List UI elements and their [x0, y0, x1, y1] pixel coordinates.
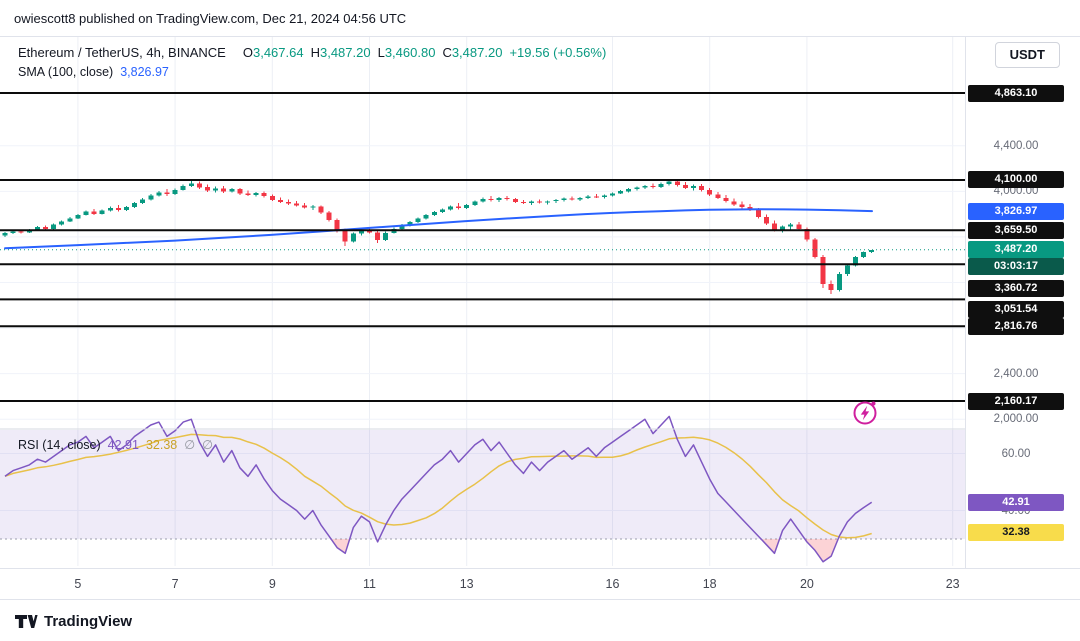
close-value: 3,487.20 [451, 45, 503, 60]
time-axis[interactable]: 5 7 9 11 13 16 18 20 23 [0, 568, 1080, 600]
time-label: 23 [945, 577, 960, 591]
open-value: 3,467.64 [252, 45, 304, 60]
rsi-upper-band-empty: ∅ [184, 438, 196, 452]
rsi-band [0, 430, 965, 539]
high-value: 3,487.20 [319, 45, 371, 60]
tradingview-logo-mark [15, 615, 38, 628]
time-label: 13 [459, 577, 474, 591]
time-label: 5 [74, 577, 82, 591]
price-tick: 4,400.00 [993, 139, 1039, 152]
level-badge: 2,816.76 [968, 317, 1064, 335]
grid [0, 37, 965, 566]
sma-indicator-row: SMA (100, close) 3,826.97 [18, 64, 606, 81]
level-badge: 3,360.72 [968, 279, 1064, 297]
rsi-line [4, 415, 873, 563]
level-badge: 4,100.00 [968, 171, 1064, 189]
current-price-badge: 3,487.20 [968, 241, 1064, 259]
rsi-oversold-fill [331, 539, 839, 562]
symbol-title[interactable]: Ethereum / TetherUS, 4h, BINANCE [18, 45, 226, 60]
rsi-label[interactable]: RSI (14, close) [18, 438, 101, 452]
rsi-value-badge: 42.91 [968, 493, 1064, 511]
tradingview-brand-text: TradingView [44, 613, 133, 630]
rsi-legend: RSI (14, close) 42.91 32.38 ∅ ∅ [18, 437, 213, 452]
level-badge: 3,051.54 [968, 300, 1064, 318]
price-tick: 4,000.00 [993, 185, 1039, 198]
price-level-lines[interactable] [0, 92, 965, 402]
flash-icon[interactable] [853, 401, 877, 425]
chart-legend: Ethereum / TetherUS, 4h, BINANCE O3,467.6… [18, 44, 606, 81]
open-label: O [242, 45, 253, 60]
change-value: +19.56 (+0.56%) [509, 45, 607, 60]
time-label: 20 [799, 577, 814, 591]
price-tick: 2,000.00 [993, 413, 1039, 426]
ohlc-row: Ethereum / TetherUS, 4h, BINANCE O3,467.6… [18, 44, 606, 61]
price-tick: 60.00 [1001, 447, 1031, 460]
time-label: 18 [702, 577, 717, 591]
time-label: 11 [363, 577, 376, 591]
level-badge: 4,863.10 [968, 84, 1064, 102]
rsi-ma-badge: 32.38 [968, 523, 1064, 541]
high-label: H [310, 45, 320, 60]
sma-line [4, 208, 873, 250]
rsi-ma-value: 32.38 [145, 438, 178, 452]
footer: TradingView [0, 600, 1080, 641]
time-label: 7 [171, 577, 179, 591]
low-label: L [377, 45, 385, 60]
level-badge: 2,160.17 [968, 392, 1064, 410]
sma-badge: 3,826.97 [968, 202, 1064, 220]
price-axis[interactable]: 4,400.004,000.002,400.002,000.0060.0040.… [965, 37, 1080, 568]
chart-area[interactable]: Ethereum / TetherUS, 4h, BINANCE O3,467.6… [0, 36, 1080, 568]
currency-button[interactable]: USDT [994, 42, 1060, 68]
countdown-badge: 03:03:17 [968, 258, 1064, 276]
low-value: 3,460.80 [384, 45, 436, 60]
publish-bar: owiescott8 published on TradingView.com,… [0, 0, 1080, 36]
candlestick-chart[interactable] [0, 37, 1080, 568]
time-label: 16 [605, 577, 620, 591]
rsi-value: 42.91 [107, 438, 139, 452]
sma-value: 3,826.97 [120, 65, 169, 79]
tradingview-logo[interactable]: TradingView [14, 613, 132, 630]
sma-label[interactable]: SMA (100, close) [18, 65, 114, 79]
rsi-ma-line [4, 433, 872, 539]
price-tick: 2,400.00 [993, 367, 1039, 380]
publish-text: owiescott8 published on TradingView.com,… [14, 10, 407, 26]
close-label: C [442, 45, 452, 60]
time-label: 9 [268, 577, 276, 591]
rsi-lower-band-empty: ∅ [202, 438, 214, 452]
level-badge: 3,659.50 [968, 221, 1064, 239]
